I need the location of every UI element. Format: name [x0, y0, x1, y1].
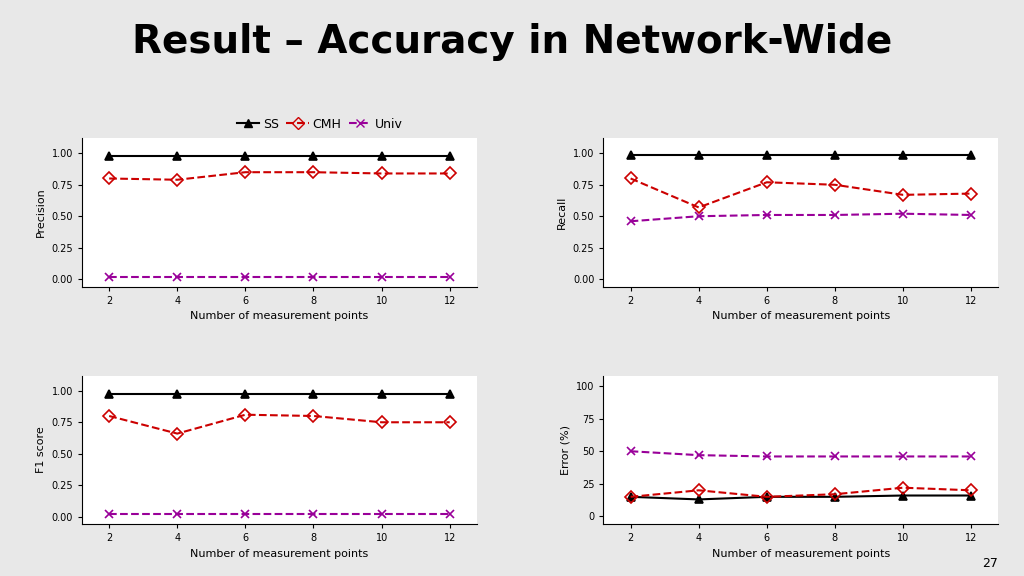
Legend: SS, CMH, Univ: SS, CMH, Univ — [231, 113, 408, 136]
X-axis label: Number of measurement points: Number of measurement points — [190, 549, 369, 559]
X-axis label: Number of measurement points: Number of measurement points — [190, 311, 369, 321]
X-axis label: Number of measurement points: Number of measurement points — [712, 549, 890, 559]
Y-axis label: Error (%): Error (%) — [560, 425, 570, 475]
Y-axis label: Recall: Recall — [557, 196, 567, 229]
Text: 27: 27 — [982, 557, 998, 570]
Text: Result – Accuracy in Network-Wide: Result – Accuracy in Network-Wide — [132, 23, 892, 61]
Y-axis label: F1 score: F1 score — [36, 427, 46, 473]
Y-axis label: Precision: Precision — [36, 188, 46, 237]
X-axis label: Number of measurement points: Number of measurement points — [712, 311, 890, 321]
